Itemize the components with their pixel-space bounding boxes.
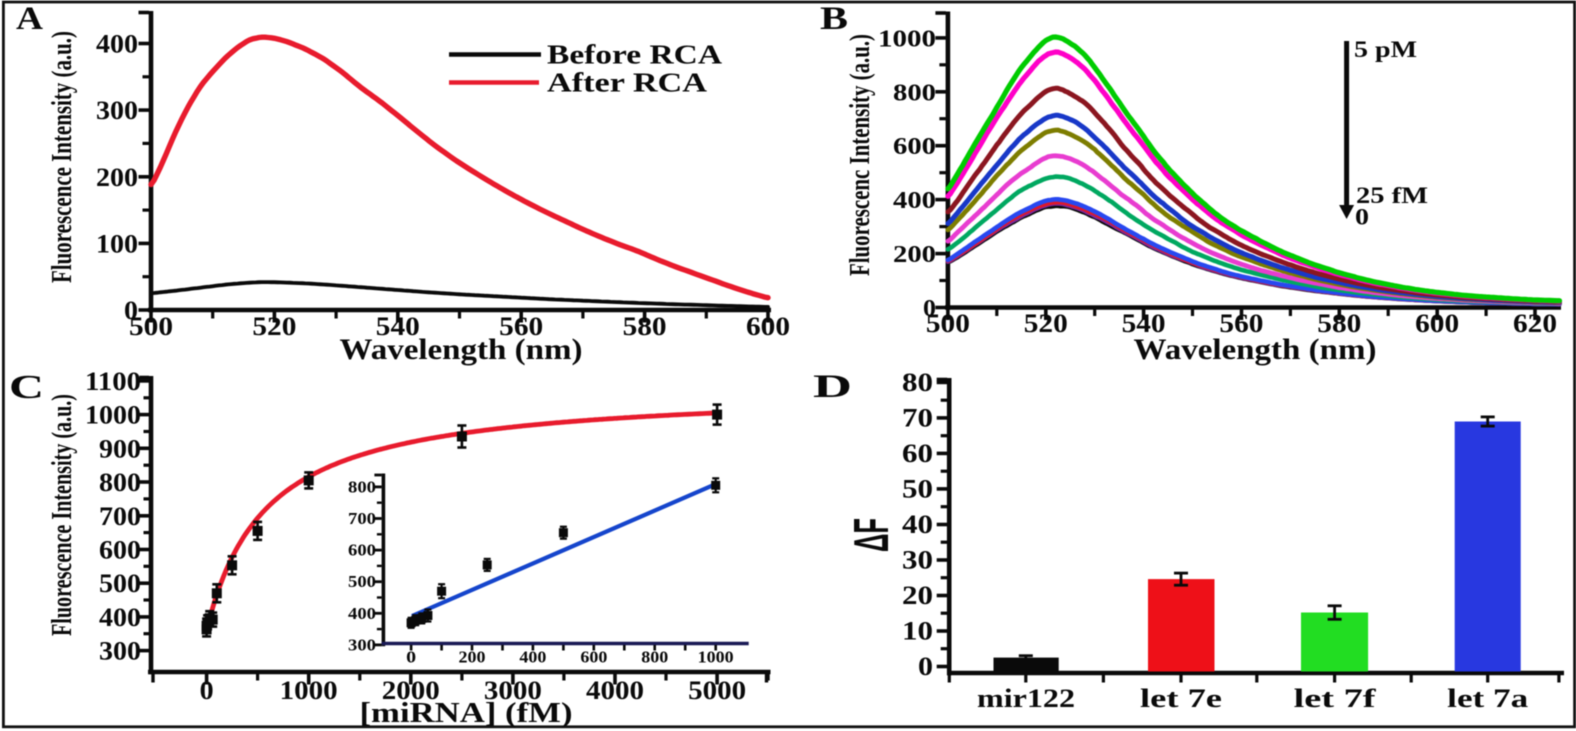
svg-text:Wavelength (nm): Wavelength (nm) <box>340 333 583 366</box>
svg-text:5000: 5000 <box>688 676 746 705</box>
svg-text:0: 0 <box>918 652 933 681</box>
svg-text:500: 500 <box>926 309 970 338</box>
svg-text:A: A <box>16 1 43 37</box>
svg-text:Fluorescence Intensity (a.u.): Fluorescence Intensity (a.u.) <box>45 394 78 636</box>
svg-text:600: 600 <box>348 541 376 560</box>
svg-text:1100: 1100 <box>85 367 141 396</box>
svg-text:200: 200 <box>459 648 486 667</box>
svg-text:620: 620 <box>1513 309 1557 338</box>
svg-text:25 fM: 25 fM <box>1356 183 1428 208</box>
svg-text:600: 600 <box>99 535 141 564</box>
svg-text:900: 900 <box>99 434 141 463</box>
svg-text:580: 580 <box>623 312 667 341</box>
svg-text:D: D <box>813 369 852 405</box>
svg-text:560: 560 <box>499 312 543 341</box>
svg-text:520: 520 <box>252 312 296 341</box>
svg-text:0: 0 <box>200 676 214 705</box>
svg-text:800: 800 <box>99 468 141 497</box>
svg-text:500: 500 <box>129 312 173 341</box>
svg-text:800: 800 <box>641 648 668 667</box>
svg-text:let 7e: let 7e <box>1140 684 1222 713</box>
svg-text:3000: 3000 <box>484 676 542 705</box>
svg-text:0: 0 <box>124 296 138 325</box>
svg-text:580: 580 <box>1317 309 1361 338</box>
svg-text:540: 540 <box>376 312 420 341</box>
svg-text:400: 400 <box>99 603 141 632</box>
svg-text:60: 60 <box>902 439 933 468</box>
svg-text:400: 400 <box>893 188 936 214</box>
svg-text:500: 500 <box>348 572 376 591</box>
svg-text:50: 50 <box>902 474 933 503</box>
svg-text:540: 540 <box>1122 309 1166 338</box>
svg-text:1000: 1000 <box>280 676 338 705</box>
svg-text:200: 200 <box>893 242 936 268</box>
svg-text:After RCA: After RCA <box>547 68 708 98</box>
svg-text:Before RCA: Before RCA <box>547 40 723 70</box>
svg-text:300: 300 <box>96 96 138 125</box>
svg-text:Wavelength (nm): Wavelength (nm) <box>1134 333 1377 366</box>
svg-text:700: 700 <box>348 509 376 528</box>
svg-text:1000: 1000 <box>878 26 936 52</box>
svg-text:[miRNA] (fM): [miRNA] (fM) <box>360 697 573 729</box>
svg-text:B: B <box>820 1 848 37</box>
svg-text:C: C <box>9 369 44 406</box>
svg-text:800: 800 <box>348 477 376 496</box>
svg-text:300: 300 <box>99 637 141 666</box>
svg-text:400: 400 <box>348 604 376 623</box>
svg-text:70: 70 <box>902 403 933 432</box>
svg-text:5 pM: 5 pM <box>1354 37 1417 62</box>
svg-text:600: 600 <box>1415 309 1459 338</box>
svg-text:20: 20 <box>902 581 933 610</box>
svg-text:ΔF: ΔF <box>843 518 899 552</box>
svg-text:400: 400 <box>96 30 138 59</box>
svg-text:10: 10 <box>902 616 933 645</box>
svg-text:0: 0 <box>1355 205 1369 230</box>
svg-text:let 7a: let 7a <box>1447 684 1528 713</box>
svg-text:200: 200 <box>96 163 138 192</box>
svg-text:1000: 1000 <box>698 648 734 667</box>
svg-text:500: 500 <box>99 569 141 598</box>
svg-text:300: 300 <box>348 635 376 654</box>
svg-text:600: 600 <box>746 312 790 341</box>
svg-text:560: 560 <box>1219 309 1263 338</box>
svg-text:30: 30 <box>902 545 933 574</box>
svg-text:100: 100 <box>96 229 138 258</box>
svg-text:600: 600 <box>580 648 607 667</box>
svg-text:520: 520 <box>1024 309 1068 338</box>
svg-text:let 7f: let 7f <box>1294 684 1376 713</box>
svg-text:Fluorescenc Intensity (a.u.): Fluorescenc Intensity (a.u.) <box>843 34 876 276</box>
svg-text:1000: 1000 <box>85 401 141 430</box>
svg-text:0: 0 <box>923 296 936 322</box>
svg-text:600: 600 <box>893 134 936 160</box>
svg-text:700: 700 <box>99 502 141 531</box>
svg-text:4000: 4000 <box>586 676 644 705</box>
svg-text:2000: 2000 <box>382 676 440 705</box>
svg-text:Fluorescence Intensity (a.u.): Fluorescence Intensity (a.u.) <box>45 31 78 283</box>
svg-text:800: 800 <box>893 80 936 106</box>
svg-text:400: 400 <box>519 648 546 667</box>
svg-text:40: 40 <box>902 510 933 539</box>
svg-text:mir122: mir122 <box>977 684 1075 713</box>
svg-text:0: 0 <box>406 648 416 667</box>
svg-text:80: 80 <box>902 368 933 397</box>
